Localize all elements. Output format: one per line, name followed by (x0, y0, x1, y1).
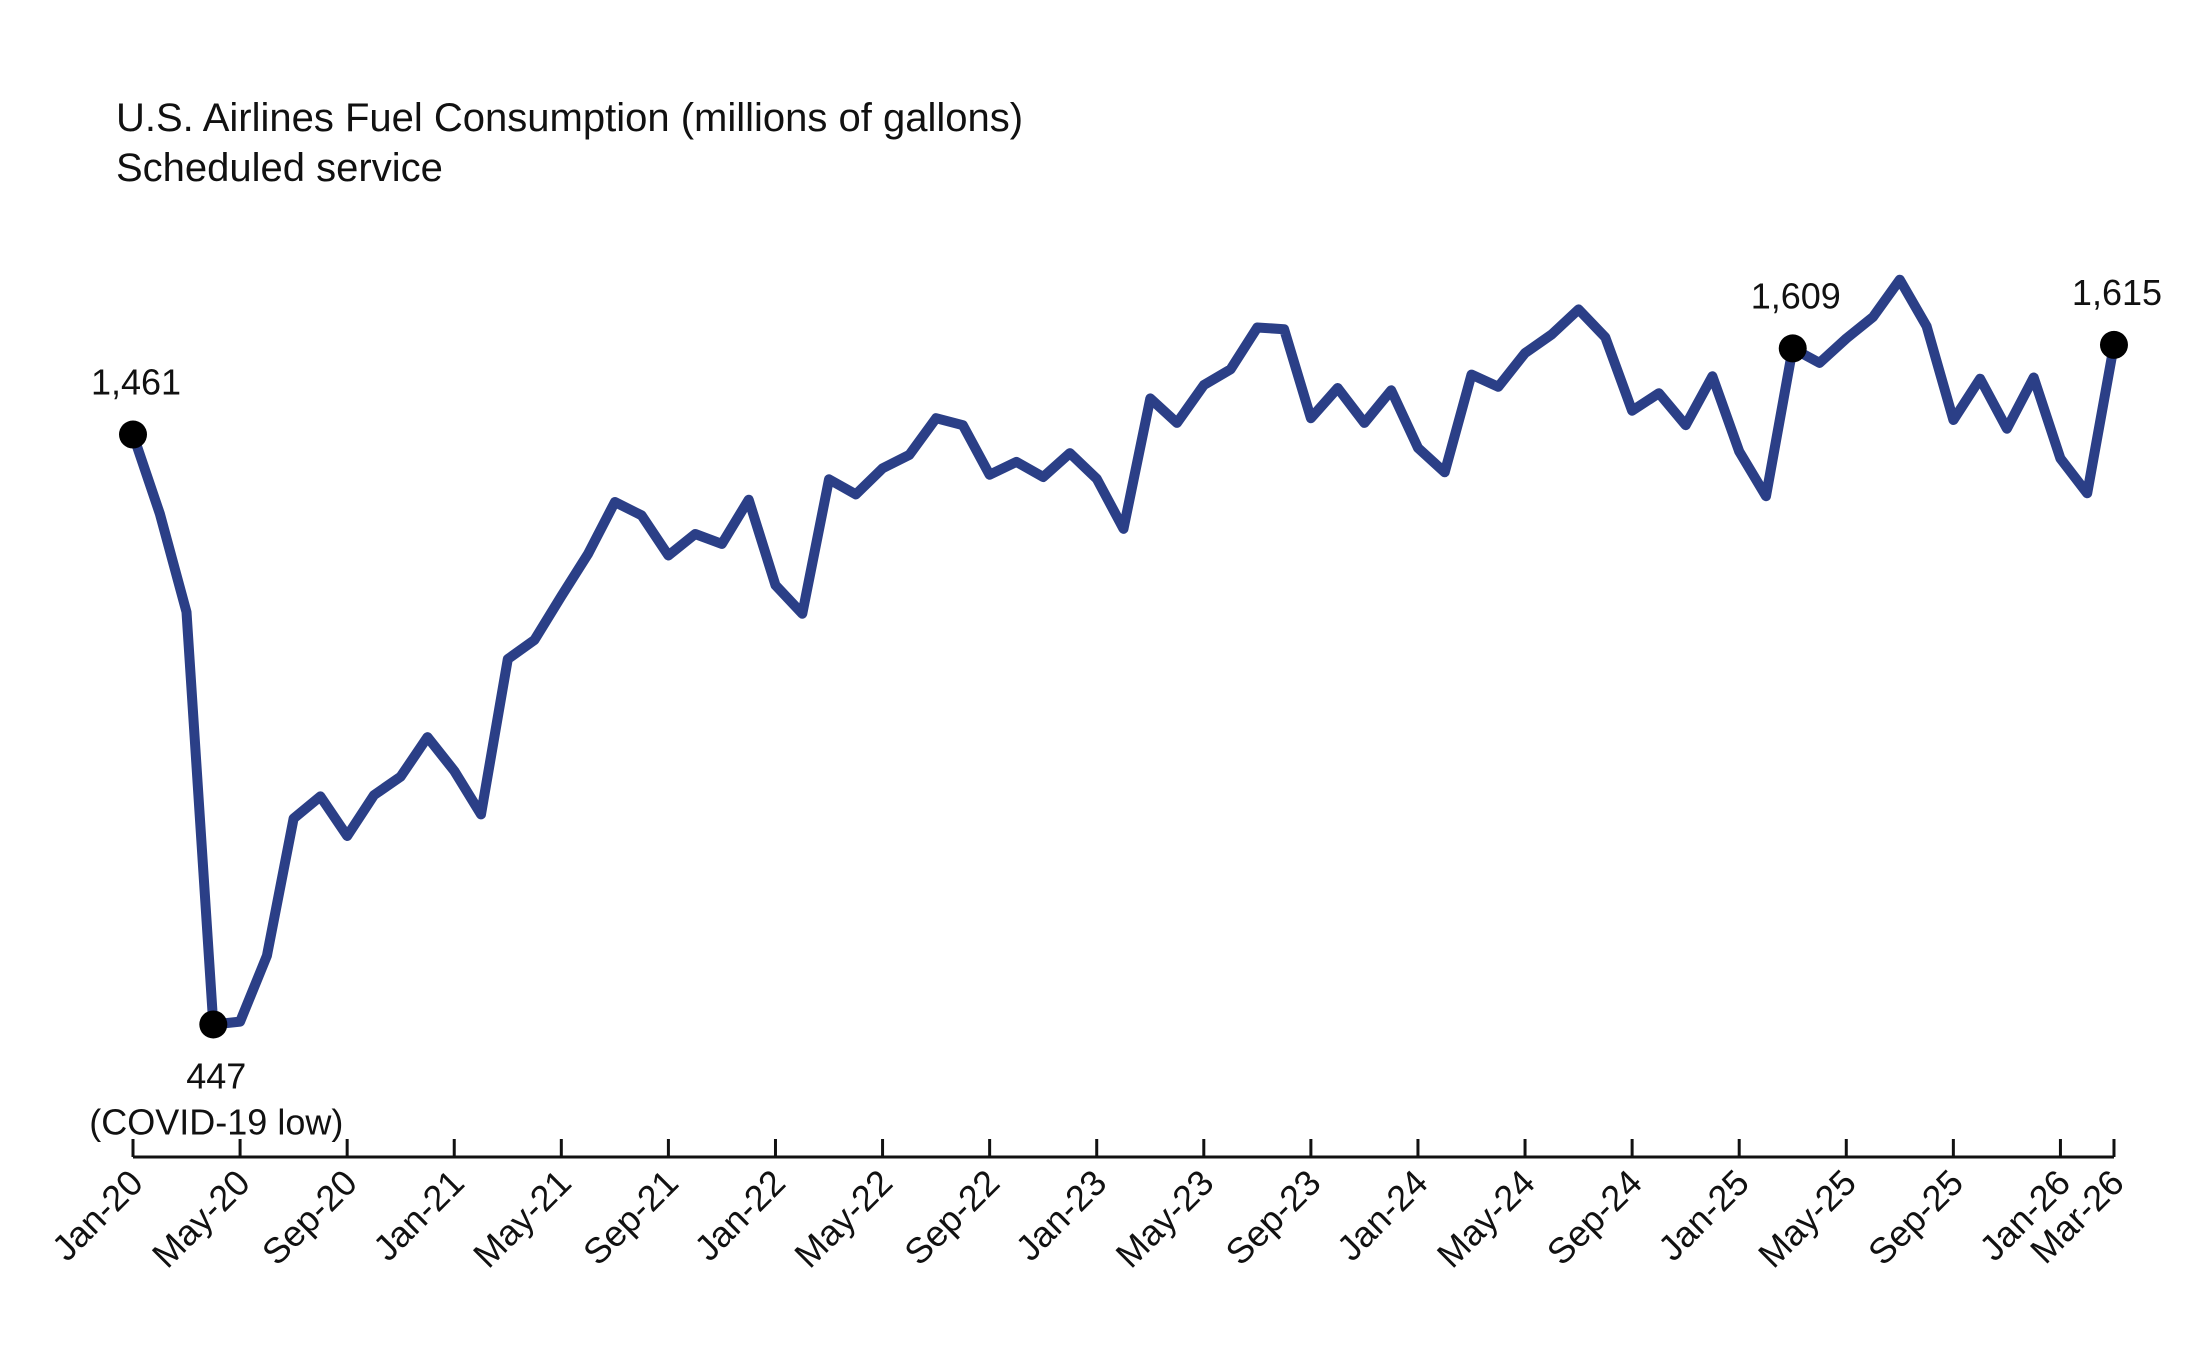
series-layer (128, 274, 2119, 1030)
x-tick-label: Sep-24 (1539, 1162, 1650, 1273)
annotation-value: 1,461 (91, 362, 181, 403)
x-tick-label: May-22 (786, 1162, 900, 1276)
annotation-value: 1,609 (1751, 275, 1841, 316)
x-tick-label: Jan-21 (365, 1162, 472, 1269)
annotation-marker (1778, 334, 1807, 363)
x-tick-label: May-24 (1429, 1162, 1543, 1276)
x-tick-label: Jan-24 (1329, 1162, 1436, 1269)
annotation-value: 447 (186, 1055, 246, 1096)
x-tick-label: May-25 (1750, 1162, 1864, 1276)
chart-subtitle: Scheduled service (116, 146, 443, 190)
x-tick-label: Jan-23 (1008, 1162, 1115, 1269)
x-tick-label: Sep-21 (575, 1162, 686, 1273)
x-tick-label: Jan-25 (1650, 1162, 1757, 1269)
series-line (128, 274, 2119, 1030)
x-tick-label: Sep-20 (254, 1162, 365, 1273)
annotation-value: 1,615 (2072, 272, 2162, 313)
x-tick-label: Sep-25 (1860, 1162, 1971, 1273)
chart-title: U.S. Airlines Fuel Consumption (millions… (116, 96, 1023, 140)
x-tick-label: Sep-22 (896, 1162, 1007, 1273)
annotation-marker (199, 1010, 228, 1039)
annotation-layer: 1,461 447 (COVID-19 low) 1,609 1,615 (89, 272, 2162, 1143)
annotation-marker (119, 420, 147, 449)
x-tick-label: May-20 (144, 1162, 258, 1276)
annotation-note: (COVID-19 low) (89, 1101, 343, 1142)
annotation-marker (2099, 330, 2128, 359)
x-tick-label: Sep-23 (1217, 1162, 1328, 1273)
x-tick-label: May-23 (1108, 1162, 1222, 1276)
x-tick-label: May-21 (465, 1162, 579, 1276)
x-tick-label: Jan-22 (686, 1162, 793, 1269)
x-tick-label: Jan-20 (44, 1162, 151, 1269)
